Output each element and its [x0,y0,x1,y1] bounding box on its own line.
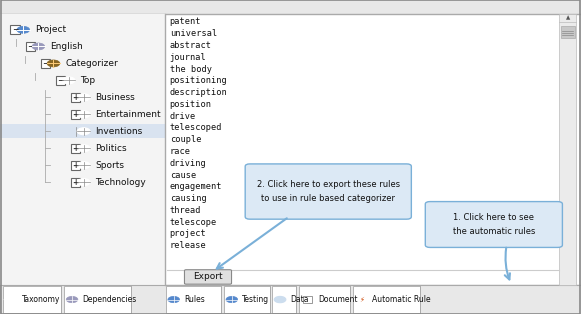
FancyBboxPatch shape [0,285,581,314]
Text: telescope: telescope [170,218,217,227]
Text: telescoped: telescoped [170,123,222,133]
Circle shape [47,60,60,67]
Text: Dependencies: Dependencies [83,295,137,304]
Text: Sports: Sports [95,161,124,170]
Text: race: race [170,147,191,156]
Text: Rules: Rules [184,295,205,304]
Text: cause: cause [170,171,196,180]
Text: universal: universal [170,29,217,38]
FancyBboxPatch shape [56,76,65,85]
FancyBboxPatch shape [0,14,581,285]
Text: −: − [58,76,63,85]
Circle shape [77,162,90,169]
Text: Data: Data [290,295,309,304]
Polygon shape [4,294,18,305]
FancyBboxPatch shape [71,93,80,102]
Circle shape [77,128,90,135]
FancyBboxPatch shape [0,14,165,285]
Text: Project: Project [35,25,66,34]
Text: Document: Document [318,295,357,304]
FancyBboxPatch shape [26,42,35,51]
Text: project: project [170,230,206,238]
Circle shape [77,94,90,101]
FancyBboxPatch shape [166,286,221,313]
Text: +: + [73,161,78,170]
Text: 2. Click here to export these rules
to use in rule based categorizer: 2. Click here to export these rules to u… [257,181,400,203]
Text: journal: journal [170,53,206,62]
Text: Categorizer: Categorizer [65,59,118,68]
Text: positioning: positioning [170,76,227,85]
Text: Entertainment: Entertainment [95,110,161,119]
Text: +: + [73,144,78,153]
Circle shape [32,43,45,50]
Circle shape [168,296,180,303]
Text: +: + [73,110,78,119]
FancyBboxPatch shape [272,286,296,313]
FancyBboxPatch shape [224,286,270,313]
Text: +: + [73,178,78,187]
Text: 1. Click here to see
the automatic rules: 1. Click here to see the automatic rules [453,214,535,236]
FancyBboxPatch shape [0,124,165,138]
Text: Automatic Rule: Automatic Rule [372,295,431,304]
FancyBboxPatch shape [299,286,350,313]
FancyBboxPatch shape [425,202,562,247]
Text: description: description [170,88,227,97]
Text: causing: causing [170,194,206,203]
FancyBboxPatch shape [71,110,80,119]
Text: engagement: engagement [170,182,222,191]
FancyBboxPatch shape [71,144,80,153]
FancyBboxPatch shape [64,286,131,313]
Circle shape [77,111,90,118]
FancyBboxPatch shape [559,14,576,285]
Text: driving: driving [170,159,206,168]
Text: Politics: Politics [95,144,127,153]
Text: −: − [27,42,33,51]
Text: the body: the body [170,65,211,73]
Text: Inventions: Inventions [95,127,142,136]
Text: abstract: abstract [170,41,211,50]
Text: position: position [170,100,211,109]
Text: ⚡: ⚡ [359,296,364,303]
FancyBboxPatch shape [561,26,575,38]
Text: Business: Business [95,93,135,102]
FancyBboxPatch shape [185,270,231,284]
Circle shape [274,296,286,303]
Text: −: − [12,25,18,34]
Text: drive: drive [170,112,196,121]
Text: English: English [50,42,83,51]
Circle shape [226,296,238,303]
Text: Testing: Testing [242,295,270,304]
Text: thread: thread [170,206,201,215]
Text: Technology: Technology [95,178,146,187]
Text: couple: couple [170,135,201,144]
FancyBboxPatch shape [3,286,61,313]
FancyBboxPatch shape [71,161,80,170]
FancyBboxPatch shape [303,296,312,303]
Text: patent: patent [170,18,201,26]
FancyBboxPatch shape [245,164,411,219]
Text: ▲: ▲ [565,15,570,20]
FancyBboxPatch shape [41,59,50,68]
Circle shape [77,179,90,186]
Text: Export: Export [193,273,223,281]
Text: −: − [42,59,48,68]
Circle shape [77,145,90,152]
FancyBboxPatch shape [353,286,420,313]
Circle shape [66,296,78,303]
Text: Top: Top [80,76,95,85]
Text: +: + [73,93,78,102]
FancyBboxPatch shape [71,178,80,187]
Circle shape [17,26,30,33]
Text: release: release [170,241,206,250]
Text: Taxonomy: Taxonomy [21,295,60,304]
Circle shape [62,77,75,84]
FancyBboxPatch shape [10,25,20,34]
